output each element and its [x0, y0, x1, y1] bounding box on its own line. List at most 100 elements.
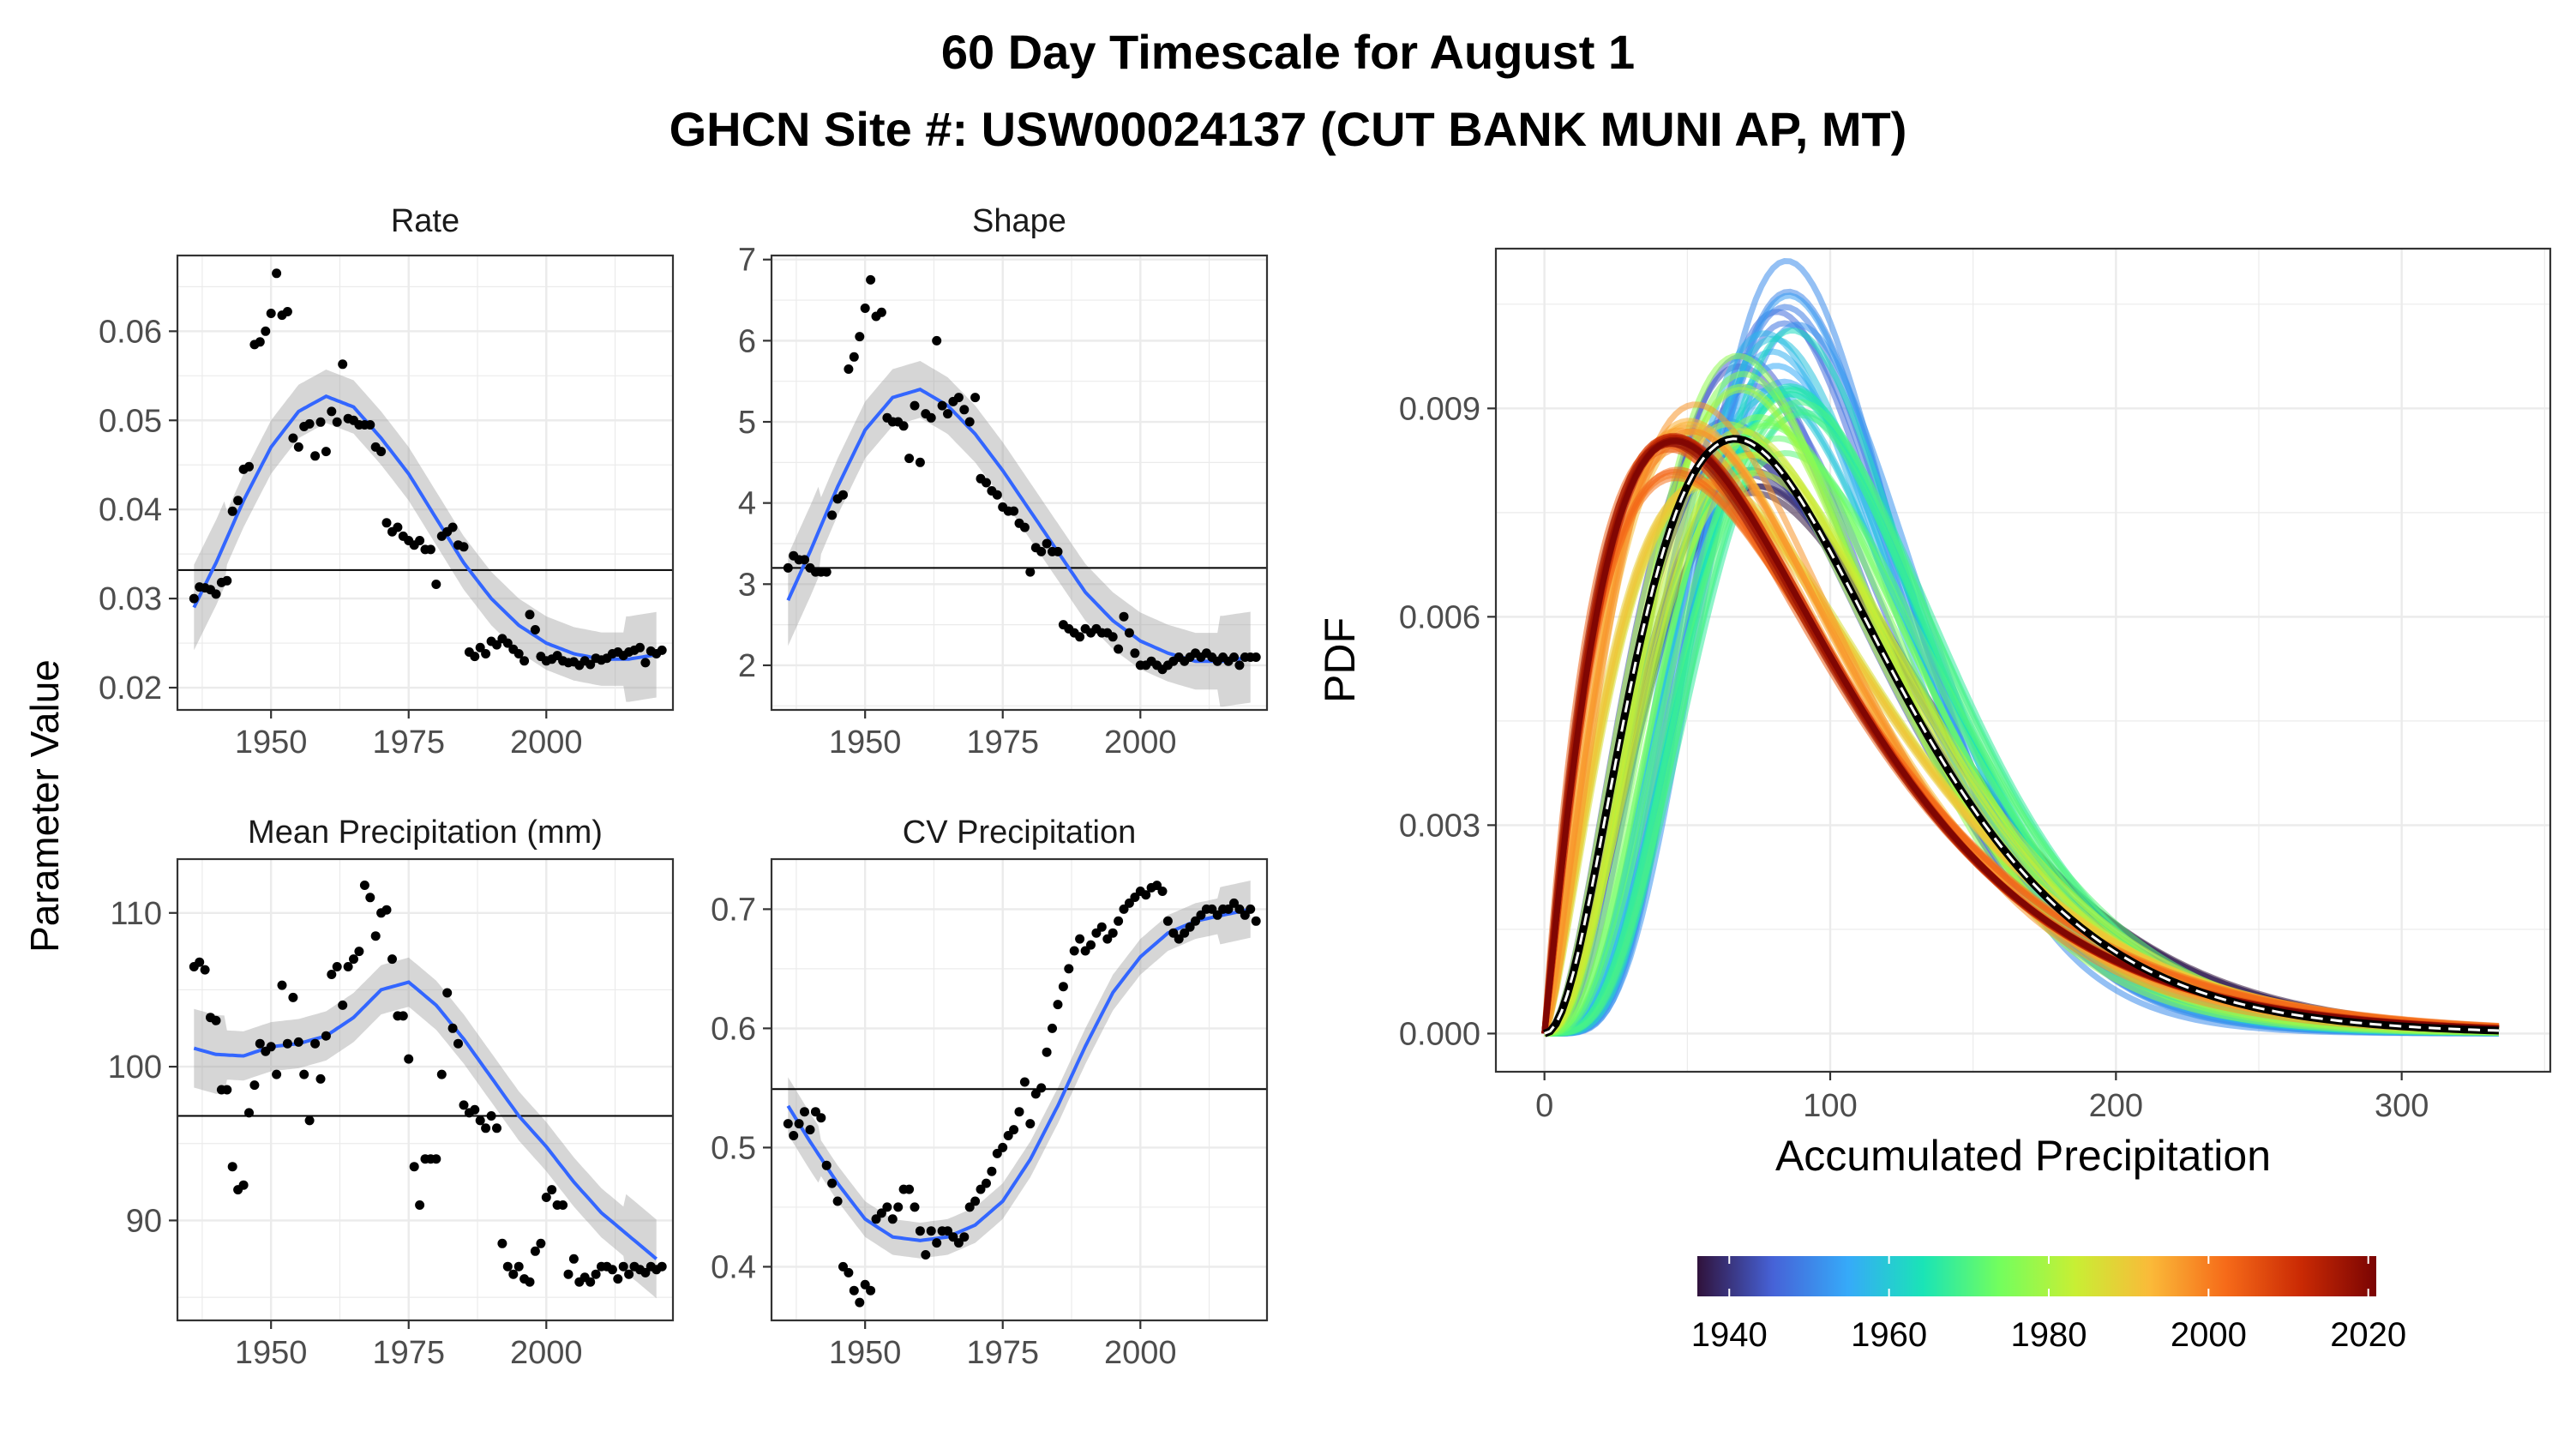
data-point: [442, 988, 453, 998]
data-point: [1064, 964, 1074, 974]
data-point: [293, 1037, 303, 1047]
data-point: [657, 645, 667, 655]
x-tick-label: 1975: [966, 1335, 1039, 1371]
data-point: [304, 1115, 315, 1126]
data-point: [453, 1038, 463, 1049]
data-point: [530, 1246, 540, 1256]
data-point: [1114, 644, 1124, 654]
panel-1: Shape 1950 1975 2000 2 3 4 5 6 7: [738, 203, 1269, 761]
data-point: [1234, 660, 1245, 670]
data-point: [876, 307, 886, 317]
data-point: [910, 1202, 920, 1212]
data-point: [821, 1160, 832, 1170]
panel-3: CV Precipitation 1950 1975 2000 0.4 0.5 0.6 0.7: [711, 815, 1269, 1371]
x-tick-label: 2000: [510, 724, 583, 761]
data-point: [431, 1154, 441, 1164]
data-point: [447, 522, 458, 532]
data-point: [261, 326, 271, 336]
data-point: [794, 1119, 804, 1129]
data-point: [541, 1193, 551, 1202]
data-point: [982, 478, 991, 488]
data-point: [200, 965, 210, 975]
data-point: [1019, 1077, 1030, 1087]
data-point: [1048, 1023, 1057, 1033]
data-point: [926, 1226, 936, 1236]
data-point: [849, 1285, 859, 1296]
data-point: [783, 1119, 793, 1129]
data-point: [310, 1038, 321, 1049]
data-point: [849, 352, 859, 362]
data-point: [987, 1166, 997, 1176]
data-point: [211, 589, 221, 599]
data-point: [585, 659, 596, 670]
data-point: [1152, 881, 1162, 891]
data-point: [904, 454, 915, 464]
data-point: [244, 1108, 254, 1118]
data-point: [266, 309, 276, 318]
data-point: [1251, 652, 1261, 662]
data-point: [1075, 632, 1085, 642]
data-point: [982, 1178, 991, 1188]
data-point: [1191, 916, 1200, 926]
data-point: [635, 642, 645, 652]
data-point: [827, 1178, 838, 1188]
y-tick-label: 0.6: [711, 1011, 756, 1047]
data-point: [893, 1202, 904, 1212]
shared-y-axis-label: Parameter Value: [22, 659, 67, 953]
confidence-band: [194, 370, 657, 702]
data-point: [502, 638, 513, 648]
colorbar-label: 1940: [1691, 1316, 1768, 1354]
pdf-curve-2003: [1541, 468, 2500, 1034]
data-point: [266, 1042, 276, 1052]
panel-border: [770, 254, 1269, 712]
y-tick-label: 0.05: [99, 403, 162, 439]
y-tick-label: 2: [738, 648, 756, 684]
data-point: [948, 1232, 958, 1242]
chart-subtitle: GHCN Site #: USW00024137 (CUT BANK MUNI …: [669, 102, 1907, 156]
data-point: [1130, 893, 1140, 902]
x-tick-label: 200: [2089, 1088, 2143, 1124]
data-point: [921, 1250, 931, 1260]
panel-border: [770, 857, 1269, 1322]
y-tick-label: 0.02: [99, 670, 162, 706]
data-point: [195, 957, 205, 967]
data-point: [915, 457, 925, 467]
data-point: [249, 1080, 260, 1091]
x-tick-label: 1950: [829, 724, 902, 761]
data-point: [211, 1015, 221, 1025]
x-tick-label: 100: [1803, 1088, 1857, 1124]
data-point: [805, 1125, 815, 1135]
data-point: [282, 1038, 292, 1049]
data-point: [838, 1261, 848, 1272]
data-point: [1180, 928, 1190, 938]
data-point: [327, 970, 337, 979]
data-point: [1053, 546, 1063, 556]
data-point: [783, 562, 793, 573]
data-point: [481, 1123, 491, 1133]
data-point: [844, 1267, 854, 1278]
data-point: [816, 1113, 826, 1123]
data-point: [1141, 890, 1151, 900]
data-point: [1102, 934, 1113, 944]
data-point: [365, 420, 375, 430]
data-point: [624, 1269, 634, 1279]
data-point: [1009, 1125, 1019, 1135]
x-tick-label: 300: [2375, 1088, 2429, 1124]
data-point: [1042, 1047, 1052, 1057]
panel-border: [176, 254, 675, 712]
data-point: [470, 652, 480, 662]
data-point: [871, 1214, 881, 1224]
y-tick-label: 90: [126, 1203, 162, 1239]
data-point: [657, 1261, 667, 1272]
y-tick-label: 7: [738, 243, 756, 279]
data-point: [953, 393, 964, 403]
data-point: [959, 405, 970, 415]
data-point: [425, 544, 435, 555]
colorbar-label: 2020: [2330, 1316, 2406, 1354]
y-tick-label: 0.000: [1399, 1016, 1480, 1052]
data-point: [976, 1184, 986, 1194]
data-point: [959, 1232, 970, 1242]
colorbar: 1940 1960 1980 2000 2020: [1691, 1256, 2406, 1354]
data-point: [932, 335, 942, 346]
data-point: [486, 1111, 496, 1121]
